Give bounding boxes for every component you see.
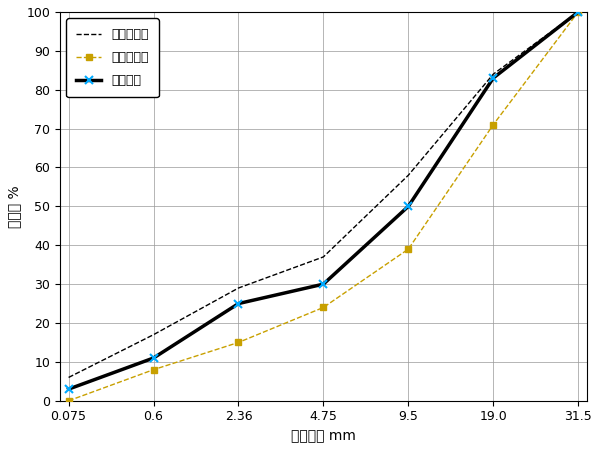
一级配上限 [235, 285, 242, 291]
一级配上限 [405, 172, 412, 178]
合成级配 [235, 301, 242, 306]
一级配上限 [490, 72, 497, 77]
Legend: 一级配上限, 一级配下限, 合成级配: 一级配上限, 一级配下限, 合成级配 [67, 18, 159, 97]
一级配上限 [150, 332, 157, 338]
一级配下限 [575, 9, 582, 15]
一级配下限 [490, 122, 497, 127]
一级配下限 [405, 247, 412, 252]
合成级配 [490, 75, 497, 81]
X-axis label: 筛孔尺寸 mm: 筛孔尺寸 mm [291, 429, 356, 443]
Y-axis label: 通过率 %: 通过率 % [7, 185, 21, 228]
Line: 一级配上限: 一级配上限 [68, 12, 578, 378]
合成级配 [150, 356, 157, 361]
合成级配 [65, 387, 72, 392]
一级配上限 [575, 9, 582, 15]
Line: 合成级配: 合成级配 [64, 8, 583, 393]
一级配上限 [65, 375, 72, 380]
一级配下限 [320, 305, 327, 310]
合成级配 [405, 204, 412, 209]
一级配下限 [235, 340, 242, 345]
一级配上限 [320, 254, 327, 260]
一级配下限 [65, 398, 72, 404]
合成级配 [320, 281, 327, 287]
一级配下限 [150, 367, 157, 372]
Line: 一级配下限: 一级配下限 [65, 9, 581, 404]
合成级配 [575, 9, 582, 15]
